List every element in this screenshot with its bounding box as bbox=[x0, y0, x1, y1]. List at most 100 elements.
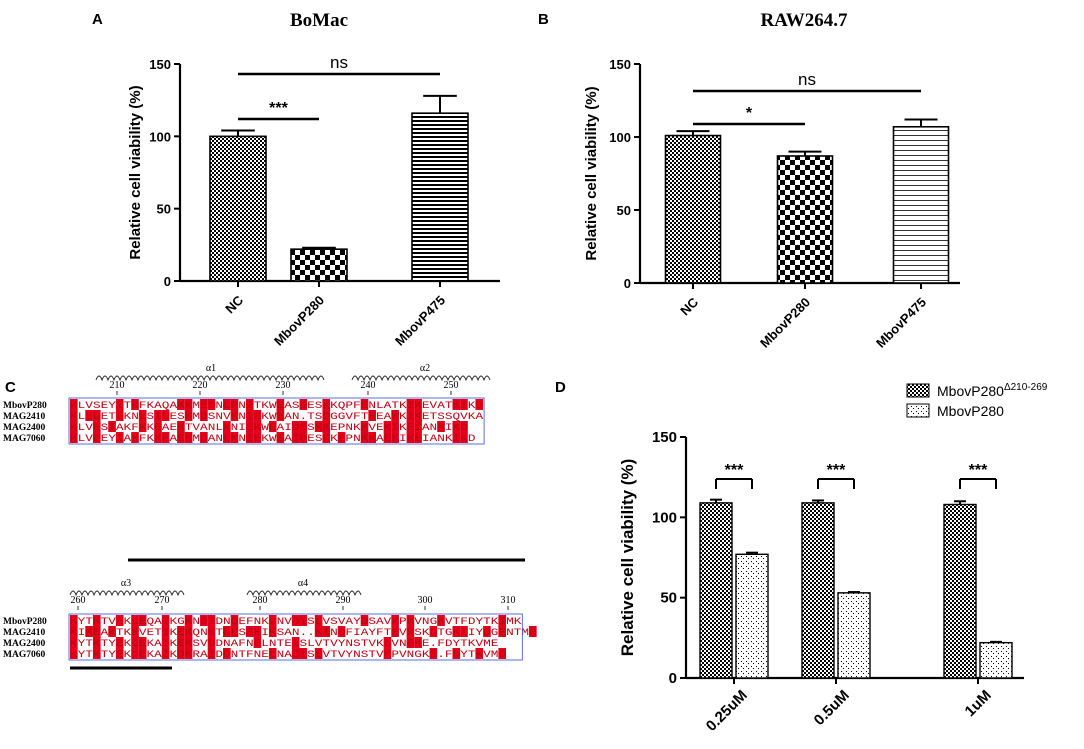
legend-label: MbovP280 bbox=[937, 403, 1004, 419]
sequence-residues: KLLDETLKNLSILESKMDSNVKNIEKWEAN.TSDGGVFTE… bbox=[70, 412, 483, 423]
sequence-residues: KYTKTYEKLEKAIKDKRAIDDNTFNELNAEISLVTVYNST… bbox=[70, 650, 506, 661]
bar-nc bbox=[664, 134, 722, 284]
residue-number: 220 bbox=[193, 380, 208, 391]
residue-number: 230 bbox=[276, 380, 291, 391]
conserved-cell bbox=[368, 432, 376, 443]
conserved-cell bbox=[291, 432, 300, 443]
residue-number: 210 bbox=[110, 380, 125, 391]
conserved-cell bbox=[391, 410, 399, 421]
x-tick-label: 0.25uM bbox=[703, 687, 751, 735]
conserved-cell bbox=[177, 399, 185, 410]
conserved-cell bbox=[268, 421, 277, 432]
conserved-cell bbox=[391, 626, 399, 637]
sequence-residues: KLVEEYIAKFKKEAEKMDANLKNIEKWEAIDESKKEPNKK… bbox=[70, 434, 476, 445]
sequence-residues: KIKEAKTKEVETIKEKQNKTKLSEEIKSAN..KINDFIAY… bbox=[70, 628, 537, 639]
conserved-cell bbox=[138, 421, 147, 432]
sequence-name: MbovP280 bbox=[3, 617, 47, 627]
conserved-cell bbox=[115, 637, 124, 648]
conserved-cell bbox=[452, 626, 461, 637]
conserved-cell bbox=[276, 399, 285, 410]
conserved-cell bbox=[276, 410, 285, 421]
chart-a: BoMac 0 50 100 150 Relative cell viability (%… bbox=[127, 10, 500, 349]
legend-swatch bbox=[906, 383, 930, 398]
legend-name: MbovP280 bbox=[937, 383, 1004, 399]
x-tick-label: NC bbox=[222, 292, 246, 316]
conserved-cell bbox=[184, 432, 193, 443]
y-axis-label: Relative cell viability (%) bbox=[127, 85, 144, 259]
conserved-cell bbox=[314, 421, 323, 432]
conserved-cell bbox=[429, 626, 438, 637]
conserved-cell bbox=[322, 626, 331, 637]
conserved-cell bbox=[291, 648, 300, 659]
conserved-cell bbox=[429, 648, 438, 659]
x-tick-label: 0.5uM bbox=[811, 687, 853, 729]
conserved-cell bbox=[437, 615, 445, 626]
significance-label: *** bbox=[969, 462, 988, 479]
conserved-cell bbox=[177, 648, 185, 659]
legend-swatch bbox=[906, 403, 930, 418]
conserved-cell bbox=[299, 648, 308, 659]
conserved-cell bbox=[322, 432, 331, 443]
significance-label: * bbox=[746, 105, 753, 122]
helix-coil bbox=[69, 590, 185, 597]
conserved-cell bbox=[414, 421, 422, 432]
conserved-cell bbox=[161, 410, 170, 421]
helix-label: α4 bbox=[298, 578, 308, 589]
conserved-cell bbox=[253, 432, 262, 443]
chart-title: BoMac bbox=[290, 10, 348, 31]
bar-series-2 bbox=[837, 592, 871, 679]
sequence-name: MbovP280 bbox=[3, 401, 47, 411]
conserved-cell bbox=[253, 410, 262, 421]
conserved-cell bbox=[207, 637, 216, 648]
conserved-cell bbox=[108, 421, 116, 432]
conserved-cell bbox=[138, 637, 147, 648]
sequence-name: MAG7060 bbox=[3, 434, 45, 444]
conserved-cell bbox=[475, 648, 484, 659]
alignment-box bbox=[68, 613, 523, 661]
conserved-cell bbox=[70, 432, 78, 443]
conserved-cell bbox=[115, 648, 124, 659]
significance-label: *** bbox=[725, 462, 744, 479]
conserved-cell bbox=[184, 648, 193, 659]
conserved-cell bbox=[383, 637, 392, 648]
conserved-cell bbox=[460, 399, 468, 410]
conserved-cell bbox=[322, 399, 331, 410]
conserved-cell bbox=[223, 399, 231, 410]
conserved-cell bbox=[314, 615, 323, 626]
sequence-name: MAG7060 bbox=[3, 650, 45, 660]
conserved-cell bbox=[177, 421, 185, 432]
x-tick-label: MbovP280 bbox=[271, 293, 327, 349]
conserved-cell bbox=[245, 410, 254, 421]
conserved-cell bbox=[200, 432, 208, 443]
conserved-cell bbox=[161, 637, 170, 648]
conserved-cell bbox=[245, 432, 254, 443]
sequence-residues: KYTKTYEKLEKAIKEKSVDDNAFNELNTEISLVTVYNSTV… bbox=[70, 639, 498, 650]
conserved-cell bbox=[223, 626, 231, 637]
conserved-cell bbox=[131, 637, 139, 648]
conserved-cell bbox=[360, 615, 369, 626]
conserved-cell bbox=[245, 399, 254, 410]
conserved-cell bbox=[70, 615, 78, 626]
helix-coil bbox=[95, 375, 325, 382]
conserved-cell bbox=[70, 648, 78, 659]
conserved-cell bbox=[70, 637, 78, 648]
conserved-cell bbox=[85, 410, 93, 421]
conserved-cell bbox=[92, 615, 101, 626]
conserved-cell bbox=[299, 421, 308, 432]
conserved-cell bbox=[406, 615, 415, 626]
conserved-cell bbox=[92, 626, 101, 637]
conserved-cell bbox=[460, 432, 468, 443]
conserved-cell bbox=[131, 626, 139, 637]
conserved-cell bbox=[138, 615, 147, 626]
bar-nc bbox=[209, 135, 267, 282]
chart-d: 0 50 100 150 Relative cell viability (%) 0.25… bbox=[618, 382, 1048, 735]
sequence-name: MAG2410 bbox=[3, 628, 45, 638]
conserved-cell bbox=[299, 615, 308, 626]
significance-label: *** bbox=[269, 100, 288, 117]
significance-label: *** bbox=[827, 462, 846, 479]
conserved-cell bbox=[314, 626, 323, 637]
conserved-cell bbox=[223, 648, 231, 659]
conserved-cell bbox=[177, 626, 185, 637]
conserved-cell bbox=[299, 432, 308, 443]
conserved-cell bbox=[460, 626, 468, 637]
